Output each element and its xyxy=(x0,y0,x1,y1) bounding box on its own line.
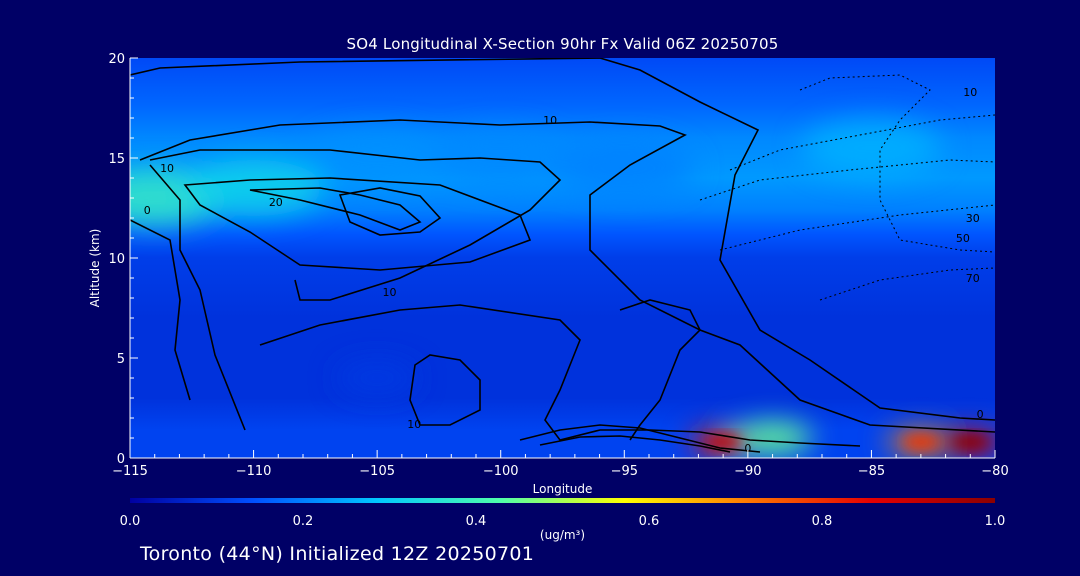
y-axis-label: Altitude (km) xyxy=(88,228,102,308)
contour-label: 0 xyxy=(744,442,751,455)
contour-label: 10 xyxy=(383,286,397,299)
x-tick-label: −85 xyxy=(858,464,885,479)
x-tick-label: −90 xyxy=(734,464,761,479)
contour-label: 10 xyxy=(963,86,977,99)
field-hotspot xyxy=(705,435,742,449)
field-sample xyxy=(801,120,942,176)
colorbar-tick-label: 0.8 xyxy=(812,514,833,529)
x-ticks: −115 −110 −105 −100 −95 −90 −85 −80 xyxy=(112,450,1009,479)
y-tick-label: 10 xyxy=(108,252,125,267)
x-tick-label: −110 xyxy=(236,464,272,479)
footer-caption: Toronto (44°N) Initialized 12Z 20250701 xyxy=(140,543,535,565)
colorbar-tick-label: 0.0 xyxy=(120,514,141,529)
contour-line xyxy=(130,58,995,421)
contour-line xyxy=(338,187,442,236)
contour-label: 10 xyxy=(407,418,421,431)
contour-line xyxy=(409,354,481,426)
contour-line xyxy=(619,299,701,441)
dashed-contour-line xyxy=(729,114,995,171)
dashed-contours xyxy=(699,74,995,301)
dashed-contour-line xyxy=(819,267,995,301)
dashed-contour-line xyxy=(799,74,995,253)
field-sample xyxy=(554,140,695,196)
dashed-contour-label: 30 xyxy=(966,212,980,225)
contour-lines xyxy=(130,58,995,453)
y-ticks: 0 5 10 15 20 xyxy=(108,52,138,467)
contour-label: 10 xyxy=(160,162,174,175)
y-tick-label: 15 xyxy=(108,152,125,167)
x-axis-label: Longitude xyxy=(532,482,593,496)
field-sample xyxy=(732,422,813,454)
contour-line xyxy=(249,187,422,231)
field-sample xyxy=(183,160,324,216)
contour-labels: 10 0 20 10 10 10 10 0 30 50 70 0 xyxy=(144,86,984,455)
dashed-contour-label: 70 xyxy=(966,272,980,285)
x-tick-label: −105 xyxy=(359,464,395,479)
dashed-contour-line xyxy=(719,204,995,251)
chart-title: SO4 Longitudinal X-Section 90hr Fx Valid… xyxy=(346,35,779,53)
contour-label: 0 xyxy=(144,204,151,217)
colorbar: 0.0 0.2 0.4 0.6 0.8 1.0 xyxy=(120,498,1006,529)
contour-line xyxy=(130,219,191,401)
field-sample xyxy=(337,362,418,394)
field-blobs xyxy=(130,120,995,454)
x-tick-label: −80 xyxy=(981,464,1008,479)
field-hotspot xyxy=(902,435,939,449)
colorbar-tick-label: 0.6 xyxy=(639,514,660,529)
contour-label: 10 xyxy=(543,114,557,127)
contour-line xyxy=(539,435,731,453)
plot-area: 10 0 20 10 10 10 10 0 30 50 70 0 xyxy=(130,58,995,458)
field-hotspots xyxy=(705,435,989,449)
contour-label: 20 xyxy=(269,196,283,209)
dashed-contour-label: 50 xyxy=(956,232,970,245)
contour-line xyxy=(183,177,532,271)
field-sample xyxy=(307,130,448,186)
contour-line xyxy=(149,149,562,301)
y-tick-label: 20 xyxy=(108,52,125,67)
y-tick-label: 0 xyxy=(117,452,125,467)
x-tick-label: −100 xyxy=(483,464,519,479)
y-tick-label: 5 xyxy=(117,352,125,367)
colorbar-bar xyxy=(130,498,995,503)
contour-line xyxy=(519,424,761,453)
field-hotspot xyxy=(952,435,989,449)
contour-line xyxy=(139,119,995,433)
x-tick-label: −115 xyxy=(112,464,148,479)
contour-line xyxy=(149,164,246,431)
colorbar-units: (ug/m³) xyxy=(539,528,586,542)
colorbar-tick-label: 0.2 xyxy=(293,514,314,529)
x-tick-label: −95 xyxy=(611,464,638,479)
colorbar-tick-label: 0.4 xyxy=(466,514,487,529)
dashed-contour-label: 0 xyxy=(977,408,984,421)
field-sample xyxy=(430,130,571,186)
colorbar-tick-label: 1.0 xyxy=(985,514,1006,529)
contour-line xyxy=(259,304,861,447)
